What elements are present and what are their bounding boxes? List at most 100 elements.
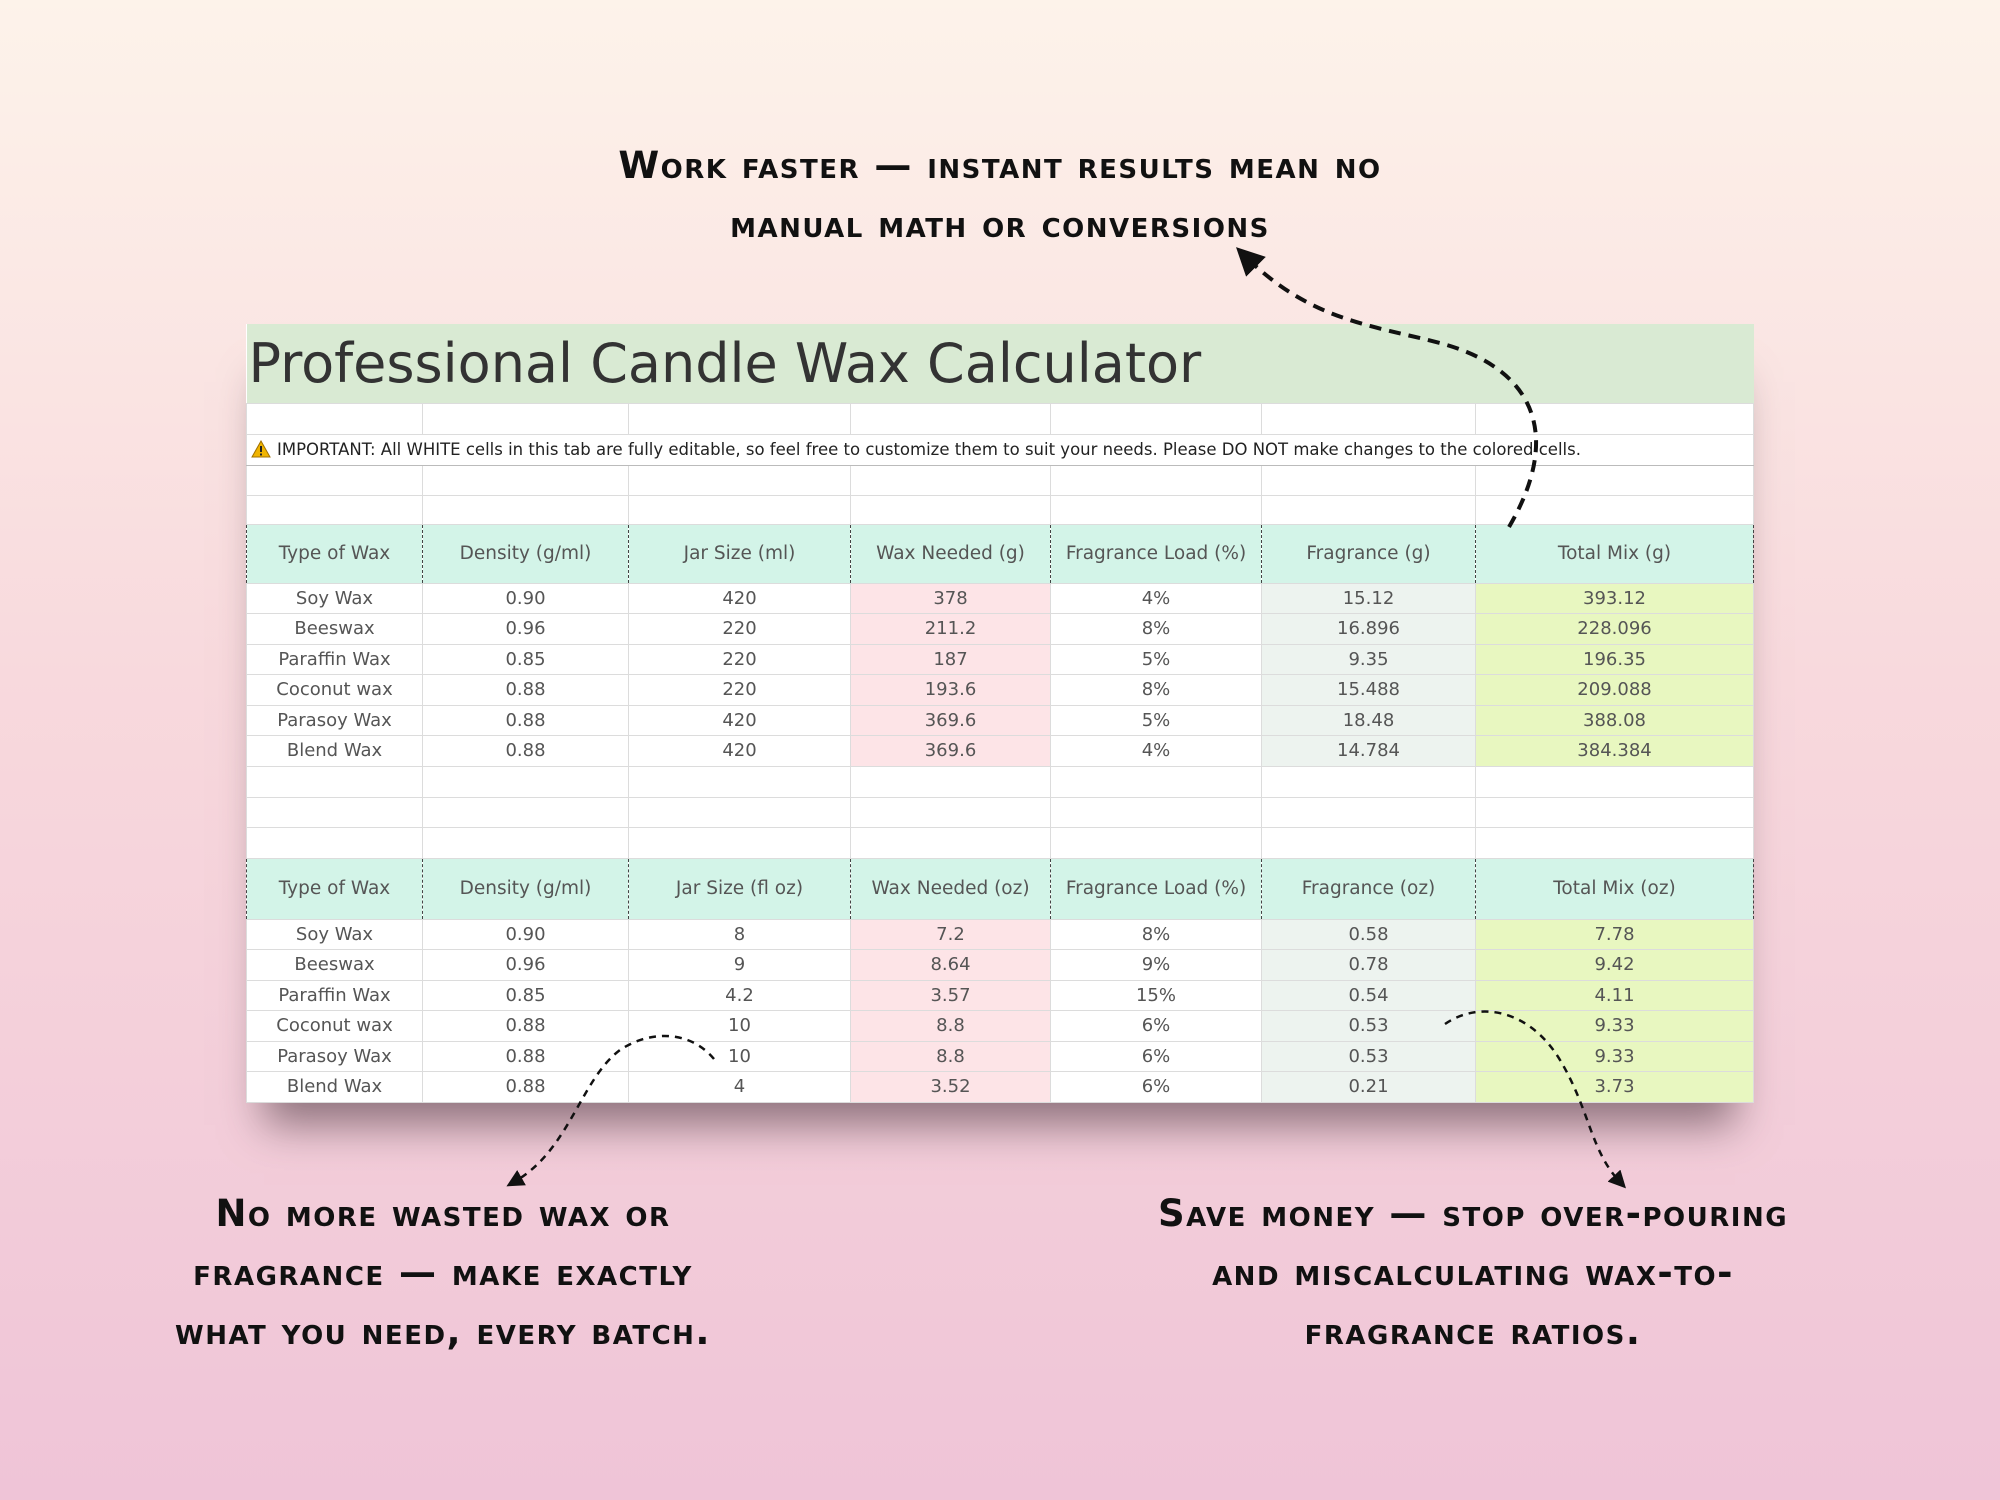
sheet-row: Paraffin Wax 0.85 4.2 3.57 15% 0.54 4.11 [246,979,1755,1011]
cell [850,765,1051,798]
cell: 0.54 [1261,979,1476,1011]
cell [1050,402,1262,435]
cell: 18.48 [1261,704,1476,736]
callout-line: what you need, every batch. [175,1310,711,1353]
cell [628,826,851,859]
cell: 7.2 [850,918,1051,950]
cell: 8% [1050,613,1262,645]
cell: 187 [850,643,1051,675]
sheet-row: Parasoy Wax 0.88 420 369.6 5% 18.48 388.08 [246,704,1755,736]
sheet-title: Professional Candle Wax Calculator [246,324,1754,403]
cell [850,464,1051,496]
cell: 369.6 [850,735,1051,767]
cell [1474,826,1755,859]
sheet-row: Soy Wax 0.90 420 378 4% 15.12 393.12 [246,582,1755,614]
arrow [506,1034,715,1187]
cell: Paraffin Wax [246,979,423,1011]
arrow [1444,1010,1626,1189]
warning-icon [251,439,271,458]
column-header: Type of Wax [246,523,423,584]
sheet-row: Beeswax 0.96 9 8.64 9% 0.78 9.42 [246,949,1755,981]
arrow [1236,247,1539,529]
sheet-grid: Professional Candle Wax Calculator IMPORT… [245,324,1755,1103]
cell: 8.64 [850,949,1051,981]
cell: 384.384 [1474,735,1755,767]
cell: Blend Wax [246,1071,423,1103]
callout-line: No more wasted wax or [215,1192,671,1235]
cell: Paraffin Wax [246,643,423,675]
cell [1261,765,1476,798]
cell: 3.52 [850,1071,1051,1103]
cell [1474,765,1755,798]
sheet-row: Professional Candle Wax Calculator [246,324,1754,403]
callout-line: Work faster — instant results mean no [618,144,1382,187]
cell: Beeswax [246,613,423,645]
cell [628,402,851,435]
cell: 0.78 [1261,949,1476,981]
cell [850,796,1051,828]
callout-top: Work faster — instant results mean no ma… [500,136,1500,254]
cell: 8.8 [850,1010,1051,1042]
column-header: Total Mix (oz) [1474,857,1755,920]
cell: 0.21 [1261,1071,1476,1103]
cell: 9.33 [1474,1010,1755,1042]
cell: 7.78 [1474,918,1755,950]
callout-line: fragrance — make exactly [193,1251,693,1294]
sheet-row: Coconut wax 0.88 220 193.6 8% 15.488 209.088 [246,674,1755,706]
cell [422,494,629,525]
cell: 378 [850,582,1051,614]
cell: Coconut wax [246,1010,423,1042]
cell: 193.6 [850,674,1051,706]
cell: 9 [628,949,851,981]
cell: 420 [628,704,851,736]
cell: 5% [1050,704,1262,736]
cell: 196.35 [1474,643,1755,675]
sheet-row: Blend Wax 0.88 420 369.6 4% 14.784 384.384 [246,735,1755,767]
cell [1050,464,1262,496]
column-header: Jar Size (ml) [628,523,851,584]
cell: Parasoy Wax [246,704,423,736]
cell: 0.85 [422,979,629,1011]
cell: Soy Wax [246,918,423,950]
cell [1050,494,1262,525]
column-header: Fragrance (g) [1261,523,1476,584]
sheet-row: Type of Wax Density (g/ml) Jar Size (fl oz… [246,857,1755,920]
cell [246,464,423,496]
cell: 15.488 [1261,674,1476,706]
cell: 4 [628,1071,851,1103]
cell: 4.11 [1474,979,1755,1011]
callout-line: manual math or conversions [730,203,1270,246]
cell: 0.88 [422,1071,629,1103]
cell: 0.58 [1261,918,1476,950]
notice-text: IMPORTANT: All WHITE cells in this tab a… [277,440,1581,459]
cell: 393.12 [1474,582,1755,614]
column-header: Jar Size (fl oz) [628,857,851,920]
cell: 16.896 [1261,613,1476,645]
sheet-row [246,464,1755,496]
column-header: Wax Needed (oz) [850,857,1051,920]
cell: 3.73 [1474,1071,1755,1103]
cell: 0.90 [422,918,629,950]
cell: 0.53 [1261,1010,1476,1042]
cell: 9.35 [1261,643,1476,675]
sheet-row: Soy Wax 0.90 8 7.2 8% 0.58 7.78 [246,918,1755,950]
sheet-row [246,826,1755,859]
cell: 228.096 [1474,613,1755,645]
cell: 14.784 [1261,735,1476,767]
cell: 9.42 [1474,949,1755,981]
column-header: Density (g/ml) [422,523,629,584]
cell: 6% [1050,1071,1262,1103]
callout-line: and miscalculating wax-to- [1212,1251,1734,1294]
cell: 8% [1050,674,1262,706]
callout-bottom-left: No more wasted wax or fragrance — make e… [93,1184,793,1361]
sheet-row [246,796,1755,828]
cell [628,464,851,496]
callout-line: Save money — stop over-pouring [1157,1192,1789,1235]
column-header: Type of Wax [246,857,423,920]
cell [1261,464,1476,496]
cell [1050,765,1262,798]
column-header: Density (g/ml) [422,857,629,920]
spreadsheet: Professional Candle Wax Calculator IMPORT… [245,324,1755,1103]
